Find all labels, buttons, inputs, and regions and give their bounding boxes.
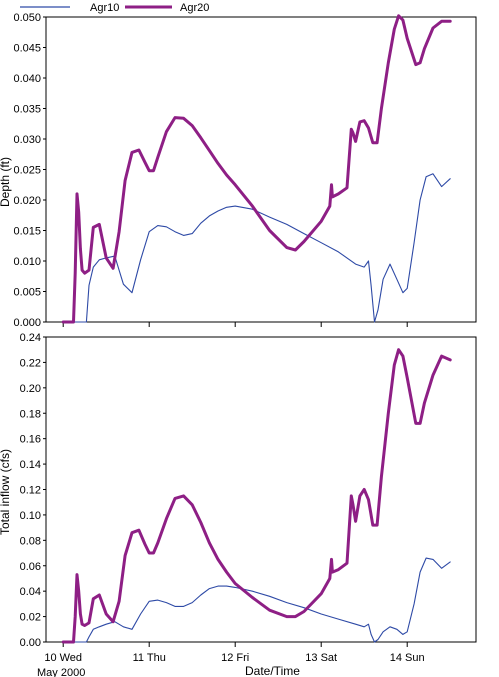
- inflow-y-tick-label: 0.18: [20, 408, 41, 420]
- x-tick-label: 13 Sat: [305, 652, 337, 664]
- depth-y-tick-label: 0.045: [13, 43, 41, 55]
- x-tick-label: 14 Sun: [390, 652, 425, 664]
- x-tick-label: 11 Thu: [133, 652, 166, 664]
- depth-y-tick-label: 0.010: [13, 256, 41, 268]
- series-line-agr10: [62, 173, 451, 323]
- depth-y-tick-label: 0.000: [13, 317, 41, 329]
- depth-y-axis-title: Depth (ft): [0, 157, 12, 207]
- inflow-series: [61, 348, 452, 644]
- depth-y-tick-label: 0.040: [13, 73, 41, 85]
- x-tick-label: 12 Fri: [221, 652, 249, 664]
- series-line-agr10: [62, 557, 451, 643]
- inflow-y-tick-label: 0.22: [20, 357, 41, 369]
- legend: Agr10 Agr20: [20, 2, 209, 14]
- inflow-y-tick-label: 0.14: [20, 459, 41, 471]
- depth-y-tick-label: 0.005: [13, 287, 41, 299]
- legend-label-agr20: Agr20: [180, 2, 209, 14]
- inflow-y-ticks: 0.00 0.02 0.04 0.06 0.08 0.10 0.12 0.14 0.16 0.18…: [20, 332, 46, 649]
- depth-y-tick-label: 0.025: [13, 165, 41, 177]
- inflow-y-tick-label: 0.16: [20, 434, 41, 446]
- depth-y-tick-label: 0.020: [13, 195, 41, 207]
- inflow-y-tick-label: 0.04: [20, 586, 41, 598]
- inflow-y-tick-label: 0.10: [20, 510, 41, 522]
- inflow-y-tick-label: 0.00: [20, 637, 41, 649]
- inflow-y-tick-label: 0.06: [20, 561, 41, 573]
- x-tick-labels: 10 Wed 11 Thu 12 Fri 13 Sat 14 Sun: [44, 652, 424, 664]
- depth-x-ticks: [62, 322, 408, 327]
- inflow-x-ticks: [62, 642, 408, 647]
- depth-y-tick-label: 0.015: [13, 226, 41, 238]
- depth-series: [61, 14, 452, 324]
- series-line-agr20: [61, 348, 452, 644]
- series-line-agr20: [61, 14, 452, 324]
- x-tick-label: 10 Wed: [44, 652, 82, 664]
- legend-label-agr10: Agr10: [90, 2, 119, 14]
- depth-y-tick-label: 0.050: [13, 12, 41, 24]
- inflow-y-tick-label: 0.20: [20, 383, 41, 395]
- depth-y-tick-label: 0.030: [13, 134, 41, 146]
- inflow-y-axis-title: Total inflow (cfs): [0, 449, 12, 535]
- depth-panel: 0.000 0.005 0.010 0.015 0.020 0.025 0.030 0.035…: [0, 12, 477, 329]
- inflow-y-tick-label: 0.12: [20, 485, 41, 497]
- inflow-y-tick-label: 0.08: [20, 535, 41, 547]
- depth-y-ticks: 0.000 0.005 0.010 0.015 0.020 0.025 0.030 0.035…: [13, 12, 46, 329]
- inflow-panel: 0.00 0.02 0.04 0.06 0.08 0.10 0.12 0.14 0.16 0.18…: [0, 332, 477, 649]
- x-axis-title: Date/Time: [245, 664, 300, 677]
- x-axis-start-date: May 2000: [37, 667, 85, 677]
- inflow-y-tick-label: 0.24: [20, 332, 41, 344]
- depth-y-tick-label: 0.035: [13, 104, 41, 116]
- inflow-y-tick-label: 0.02: [20, 612, 41, 624]
